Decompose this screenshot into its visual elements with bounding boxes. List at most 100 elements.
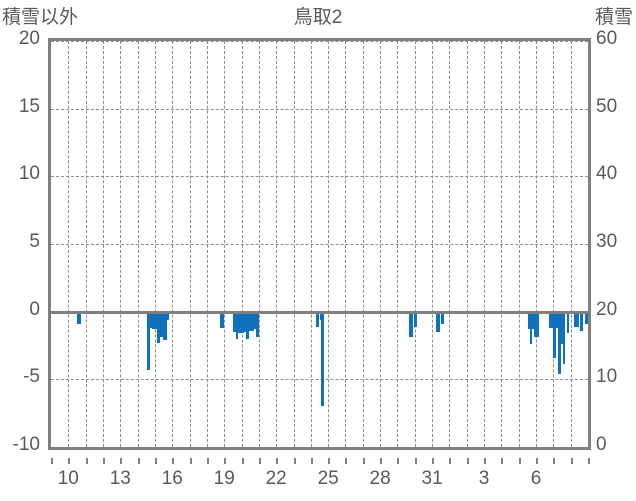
bar (316, 311, 320, 327)
bar (238, 311, 244, 334)
x-tick-mark (120, 458, 123, 464)
x-tick-mark (518, 458, 521, 464)
bar (246, 311, 249, 339)
x-tick-label-16: 16 (161, 468, 183, 489)
horizontal-gridline (51, 41, 588, 42)
x-tick-mark (102, 458, 105, 464)
zero-line (51, 310, 588, 314)
bar (409, 311, 414, 338)
x-tick-mark (449, 458, 452, 464)
bar (557, 311, 566, 345)
x-tick-label-10: 10 (57, 468, 79, 489)
x-tick-mark (310, 458, 313, 464)
x-tick-mark (380, 458, 383, 464)
bar (533, 311, 540, 338)
bar (77, 311, 81, 324)
bar (159, 311, 164, 338)
x-tick-label-13: 13 (109, 468, 131, 489)
y-tick-right-20: 20 (596, 298, 618, 320)
bar (163, 311, 167, 341)
x-tick-mark (224, 458, 227, 464)
bar (148, 311, 153, 328)
y-tick-left-0: 0 (29, 298, 40, 320)
x-tick-label-28: 28 (369, 468, 391, 489)
bar (414, 311, 417, 327)
x-tick-mark (51, 458, 53, 464)
bar (579, 311, 583, 331)
x-tick-mark (206, 458, 209, 464)
y-tick-left-10: 10 (18, 163, 40, 185)
y-tick-left--5: -5 (23, 366, 40, 388)
bar (557, 311, 561, 374)
x-tick-mark (432, 458, 435, 464)
bar (562, 311, 566, 365)
bar (584, 311, 588, 324)
bar (574, 311, 579, 327)
y-tick-left--10: -10 (12, 434, 40, 455)
x-tick-mark (189, 458, 192, 464)
x-tick-mark (85, 458, 88, 464)
bar (321, 311, 324, 407)
y-tick-left-15: 15 (18, 95, 40, 117)
bar (152, 311, 157, 330)
right-axis-title: 積雪 (594, 7, 633, 28)
y-tick-right-30: 30 (596, 231, 618, 252)
x-tick-mark (345, 458, 348, 464)
bar (552, 311, 556, 358)
bar (219, 311, 225, 328)
x-tick-mark (293, 458, 296, 464)
horizontal-gridline (51, 447, 588, 448)
plot-area (48, 38, 591, 450)
x-tick-mark (588, 458, 590, 464)
bar (566, 311, 570, 334)
bar (156, 311, 160, 343)
y-tick-right-10: 10 (596, 366, 618, 388)
y-tick-right-50: 50 (596, 95, 618, 117)
x-tick-mark (553, 458, 556, 464)
chart-title: 鳥取2 (293, 7, 343, 28)
x-tick-mark (68, 458, 71, 464)
horizontal-gridline (51, 176, 588, 178)
x-tick-mark (414, 458, 417, 464)
x-tick-mark (154, 458, 157, 464)
x-tick-mark (137, 458, 140, 464)
x-axis: 10 13 16 19 22 25 28 31 3 6 (0, 458, 636, 489)
x-tick-mark (258, 458, 261, 464)
bar (253, 311, 258, 330)
x-tick-label-3: 3 (478, 468, 490, 489)
bar (248, 311, 254, 331)
y-tick-right-60: 60 (596, 28, 618, 49)
left-axis-title: 積雪以外 (2, 7, 79, 28)
bar (147, 311, 150, 370)
bar (235, 311, 239, 339)
bar (256, 311, 259, 338)
x-tick-mark (466, 458, 469, 464)
y-tick-right-0: 0 (596, 434, 607, 455)
y-tick-right-40: 40 (596, 163, 618, 185)
x-tick-mark (397, 458, 400, 464)
x-tick-mark (172, 458, 175, 464)
x-tick-mark (484, 458, 487, 464)
y-tick-left-20: 20 (18, 28, 40, 49)
bar (529, 311, 533, 345)
x-tick-label-22: 22 (265, 468, 287, 489)
x-tick-mark (570, 458, 573, 464)
horizontal-gridline (51, 244, 588, 245)
horizontal-gridline (51, 379, 588, 381)
x-tick-mark (276, 458, 279, 464)
y-tick-left-5: 5 (29, 231, 40, 252)
x-tick-mark (501, 458, 504, 464)
bar (436, 311, 441, 332)
x-tick-label-6: 6 (530, 468, 542, 489)
bar (441, 311, 444, 324)
plot-inner (51, 41, 588, 447)
x-tick-mark (328, 458, 331, 464)
x-tick-label-25: 25 (317, 468, 339, 489)
bar (166, 311, 170, 320)
x-tick-mark (362, 458, 365, 464)
x-tick-label-31: 31 (421, 468, 443, 489)
horizontal-gridline (51, 108, 588, 110)
x-tick-mark (241, 458, 244, 464)
x-tick-mark (536, 458, 539, 464)
